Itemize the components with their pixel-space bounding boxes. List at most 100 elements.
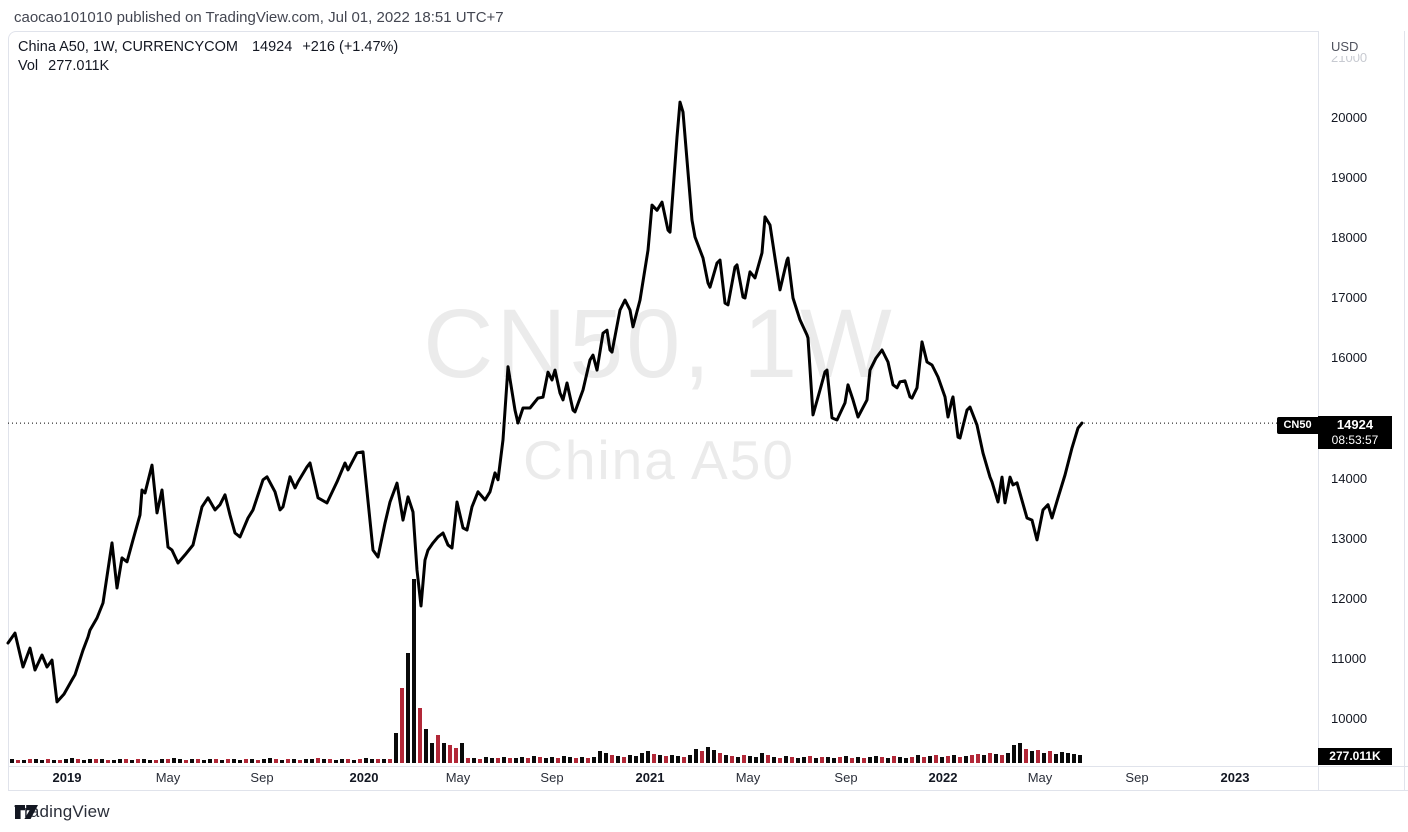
volume-bar (868, 757, 872, 763)
volume-bar (1054, 754, 1058, 763)
volume-bar (844, 756, 848, 763)
volume-bar (916, 755, 920, 763)
price-tick-label: 17000 (1331, 290, 1368, 306)
price-tick-label: 16000 (1331, 350, 1368, 366)
volume-bar (238, 760, 242, 763)
volume-bar (610, 755, 614, 763)
volume-bar (808, 756, 812, 763)
volume-bar (910, 757, 914, 763)
time-tick-label: 2023 (1220, 770, 1250, 785)
volume-bar (874, 756, 878, 763)
volume-bar (304, 759, 308, 763)
volume-bar (712, 750, 716, 763)
volume-bar (694, 749, 698, 763)
volume-bar (382, 759, 386, 763)
last-price-label: 14924 08:53:57 (1318, 416, 1392, 449)
volume-bar (76, 759, 80, 763)
volume-bar (22, 760, 26, 763)
volume-bar (586, 758, 590, 763)
tradingview-logo-link[interactable]: TradingView (14, 802, 110, 822)
published-header: caocao101010 published on TradingView.co… (14, 9, 504, 26)
volume-bar (550, 757, 554, 763)
volume-bar (976, 754, 980, 763)
volume-bar (886, 758, 890, 763)
volume-bar (724, 755, 728, 763)
volume-bar (478, 759, 482, 763)
volume-bar (340, 759, 344, 763)
volume-bar (148, 760, 152, 763)
watermark-description: China A50 (523, 429, 795, 491)
volume-bar (400, 688, 404, 763)
time-tick-label: May (445, 770, 471, 785)
volume-bar (526, 758, 530, 763)
volume-bar (652, 754, 656, 763)
bar-countdown-timer: 08:53:57 (1331, 433, 1379, 447)
volume-bar (316, 758, 320, 763)
volume-bar (40, 760, 44, 763)
volume-bar (760, 753, 764, 763)
volume-bar (322, 759, 326, 763)
volume-bar (262, 759, 266, 763)
volume-bar (1006, 753, 1010, 763)
volume-bar (442, 743, 446, 763)
volume-bar (10, 759, 14, 763)
volume-bar (292, 759, 296, 763)
volume-bar (16, 760, 20, 763)
volume-bar (640, 753, 644, 763)
volume-bar (358, 759, 362, 763)
volume-bar (250, 759, 254, 763)
price-line-series (6, 100, 1084, 704)
volume-bar (46, 759, 50, 763)
volume-bar (994, 754, 998, 763)
volume-bar (364, 758, 368, 763)
tradingview-logo-icon (15, 805, 38, 819)
volume-bar (730, 756, 734, 763)
volume-bar (778, 758, 782, 763)
volume-bar (532, 756, 536, 763)
volume-bar (736, 757, 740, 763)
volume-bar (172, 758, 176, 763)
volume-bar (346, 759, 350, 763)
volume-bar (796, 758, 800, 763)
volume-bar (64, 759, 68, 763)
volume-bar (214, 759, 218, 763)
volume-bar (982, 755, 986, 763)
volume-bar (418, 708, 422, 763)
volume-bar (772, 757, 776, 763)
volume-bar (286, 759, 290, 763)
volume-bar (82, 760, 86, 763)
legend-volume-row: Vol 277.011K (18, 57, 408, 75)
volume-bar (670, 755, 674, 763)
time-tick-label: 2019 (52, 770, 82, 785)
volume-bar (964, 756, 968, 763)
volume-bar (688, 755, 692, 763)
volume-bar (136, 759, 140, 763)
volume-bar (334, 760, 338, 763)
volume-bar (658, 755, 662, 763)
volume-bar (496, 758, 500, 763)
volume-bar (454, 748, 458, 763)
time-tick-label: 2020 (349, 770, 379, 785)
last-price-value: 14924 (1336, 417, 1374, 432)
currency-label: USD (1331, 39, 1359, 56)
volume-bar (130, 760, 134, 763)
volume-bar (1078, 755, 1082, 763)
tradingview-logo-text: TradingView (14, 802, 110, 821)
volume-bar (280, 760, 284, 763)
volume-bar (160, 759, 164, 763)
volume-bar (412, 579, 416, 763)
volume-bar (106, 760, 110, 763)
volume-bar (208, 759, 212, 763)
price-tick-label: 19000 (1331, 170, 1368, 186)
price-tick-label: 20000 (1331, 110, 1368, 125)
price-axis-line (1318, 31, 1319, 790)
chart-frame-top (20, 31, 1318, 32)
volume-bar (958, 757, 962, 763)
volume-bar (718, 753, 722, 763)
volume-bar (448, 745, 452, 763)
volume-bar (202, 760, 206, 763)
volume-bar (856, 757, 860, 763)
time-axis-top-line (8, 766, 1408, 767)
volume-bar (424, 729, 428, 763)
